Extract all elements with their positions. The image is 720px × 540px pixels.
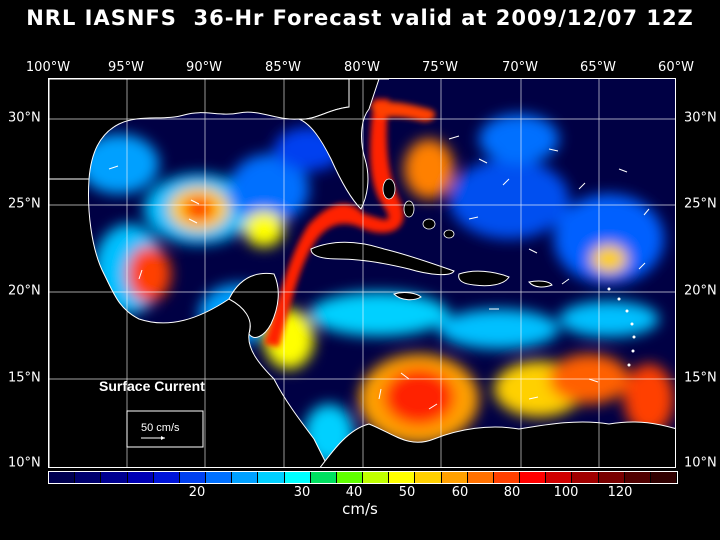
color-swatch bbox=[467, 472, 494, 483]
lat-label: 20°N bbox=[684, 283, 717, 299]
legend-scale-label: 50 cm/s bbox=[141, 422, 180, 434]
color-scale-label: 50 bbox=[398, 485, 416, 500]
lon-label: 65°W bbox=[580, 60, 616, 75]
color-scale-label: 80 bbox=[503, 485, 521, 500]
color-swatch bbox=[520, 472, 547, 483]
color-swatch bbox=[258, 472, 285, 483]
puerto-rico-land bbox=[528, 280, 553, 288]
color-scale-label: 100 bbox=[553, 485, 579, 500]
color-scale-label: 40 bbox=[345, 485, 363, 500]
current-vectors bbox=[108, 135, 650, 410]
color-swatch bbox=[310, 472, 337, 483]
land bbox=[49, 79, 675, 467]
lon-label: 95°W bbox=[108, 60, 144, 75]
color-swatch bbox=[75, 472, 102, 483]
lon-label: 100°W bbox=[25, 60, 71, 75]
color-scale-bar bbox=[48, 471, 678, 484]
color-swatch bbox=[206, 472, 233, 483]
lat-label: 20°N bbox=[8, 283, 41, 299]
color-scale-label: 120 bbox=[607, 485, 633, 500]
lon-label: 85°W bbox=[265, 60, 301, 75]
lesser-antilles bbox=[607, 287, 636, 367]
yucatan-land bbox=[228, 272, 279, 338]
forecast-title: NRL IASNFS 36-Hr Forecast valid at 2009/… bbox=[26, 6, 694, 30]
color-swatch bbox=[415, 472, 442, 483]
color-swatch bbox=[179, 472, 207, 483]
lat-label: 30°N bbox=[684, 110, 717, 126]
lat-label: 15°N bbox=[8, 370, 41, 386]
color-swatch bbox=[153, 472, 180, 483]
lon-label: 70°W bbox=[502, 60, 538, 75]
hispaniola-land bbox=[458, 270, 510, 287]
current-field-caribbean bbox=[264, 114, 674, 464]
color-scale-label: 20 bbox=[188, 485, 206, 500]
color-swatch bbox=[546, 472, 573, 483]
legend-arrow-head bbox=[161, 436, 165, 440]
lat-label: 15°N bbox=[684, 370, 717, 386]
color-swatch bbox=[650, 472, 678, 483]
color-scale-label: 30 bbox=[293, 485, 311, 500]
lon-label: 90°W bbox=[186, 60, 222, 75]
color-swatch bbox=[232, 472, 259, 483]
color-swatch bbox=[624, 472, 651, 483]
color-swatch bbox=[572, 472, 599, 483]
map-svg: Surface Current 50 cm/s bbox=[49, 79, 675, 467]
lon-label: 75°W bbox=[422, 60, 458, 75]
legend-title: Surface Current bbox=[99, 378, 205, 394]
florida-land bbox=[298, 79, 380, 210]
color-swatch bbox=[493, 472, 521, 483]
color-swatch bbox=[101, 472, 128, 483]
south-america-land bbox=[319, 421, 675, 467]
color-swatch bbox=[127, 472, 154, 483]
color-swatch bbox=[389, 472, 416, 483]
lat-label: 10°N bbox=[684, 455, 717, 471]
lat-label: 30°N bbox=[8, 110, 41, 126]
lon-label: 60°W bbox=[658, 60, 694, 75]
color-swatch bbox=[441, 472, 468, 483]
legend-scale-box bbox=[126, 410, 204, 448]
color-scale-unit: cm/s bbox=[342, 500, 378, 518]
color-swatch bbox=[363, 472, 390, 483]
lat-label: 10°N bbox=[8, 455, 41, 471]
jamaica-land bbox=[393, 292, 422, 301]
color-swatch bbox=[598, 472, 625, 483]
lat-label: 25°N bbox=[684, 196, 717, 212]
lon-label: 80°W bbox=[344, 60, 380, 75]
color-scale-label: 60 bbox=[451, 485, 469, 500]
color-swatch bbox=[49, 472, 76, 483]
gulf-stream bbox=[264, 99, 436, 347]
legend: Surface Current 50 cm/s bbox=[99, 378, 205, 448]
color-swatch bbox=[336, 472, 364, 483]
lat-label: 25°N bbox=[8, 196, 41, 212]
color-swatch bbox=[284, 472, 311, 483]
current-map: Surface Current 50 cm/s bbox=[48, 78, 676, 468]
map-grid bbox=[49, 79, 675, 467]
